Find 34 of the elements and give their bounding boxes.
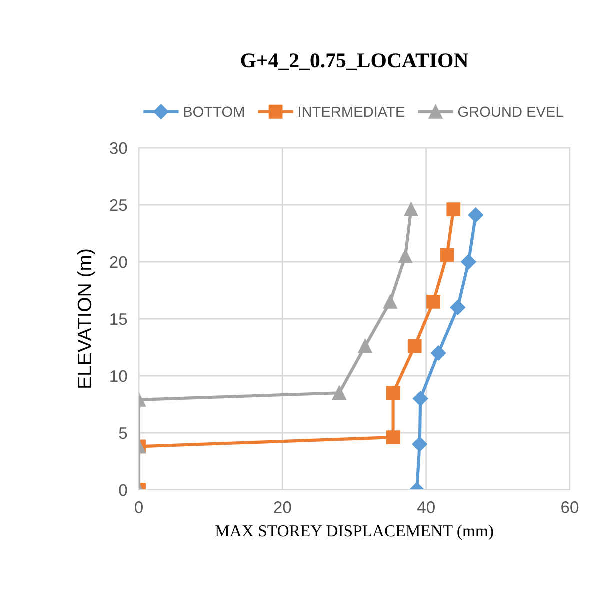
point <box>398 249 412 264</box>
point <box>413 391 428 406</box>
legend-label: INTERMEDIATE <box>299 106 405 117</box>
x-axis-title: MAX STOREY DISPLACEMENT (mm) <box>216 524 494 540</box>
chart-title: G+4_2_0.75_LOCATION <box>241 54 468 70</box>
y-tick-label: 0 <box>119 484 128 496</box>
y-tick-label: 10 <box>110 370 128 382</box>
point <box>358 339 372 354</box>
point <box>404 202 418 217</box>
point <box>386 386 400 400</box>
x-tick-label: 40 <box>417 502 435 514</box>
legend-label: BOTTOM <box>184 106 244 118</box>
x-tick-label: 0 <box>135 502 143 514</box>
x-tick-label: 20 <box>274 502 292 514</box>
y-tick-label: 20 <box>110 256 128 268</box>
point <box>450 300 466 316</box>
point <box>440 248 454 262</box>
legend-label: GROUND EVEL <box>458 106 564 118</box>
y-tick-label: 30 <box>110 142 128 154</box>
y-tick-label: 15 <box>110 314 128 326</box>
point <box>386 430 400 445</box>
point <box>408 339 422 354</box>
point <box>430 346 446 361</box>
x-tick-label: 60 <box>562 502 579 514</box>
y-tick-label: 25 <box>110 199 128 212</box>
point <box>426 294 440 309</box>
point <box>412 436 428 452</box>
point <box>468 208 484 223</box>
point <box>332 386 346 400</box>
point <box>446 202 461 217</box>
point <box>461 254 476 270</box>
y-tick-label: 5 <box>119 428 128 440</box>
y-axis-title: ELEVATION (m) <box>77 250 96 388</box>
point <box>383 294 398 309</box>
